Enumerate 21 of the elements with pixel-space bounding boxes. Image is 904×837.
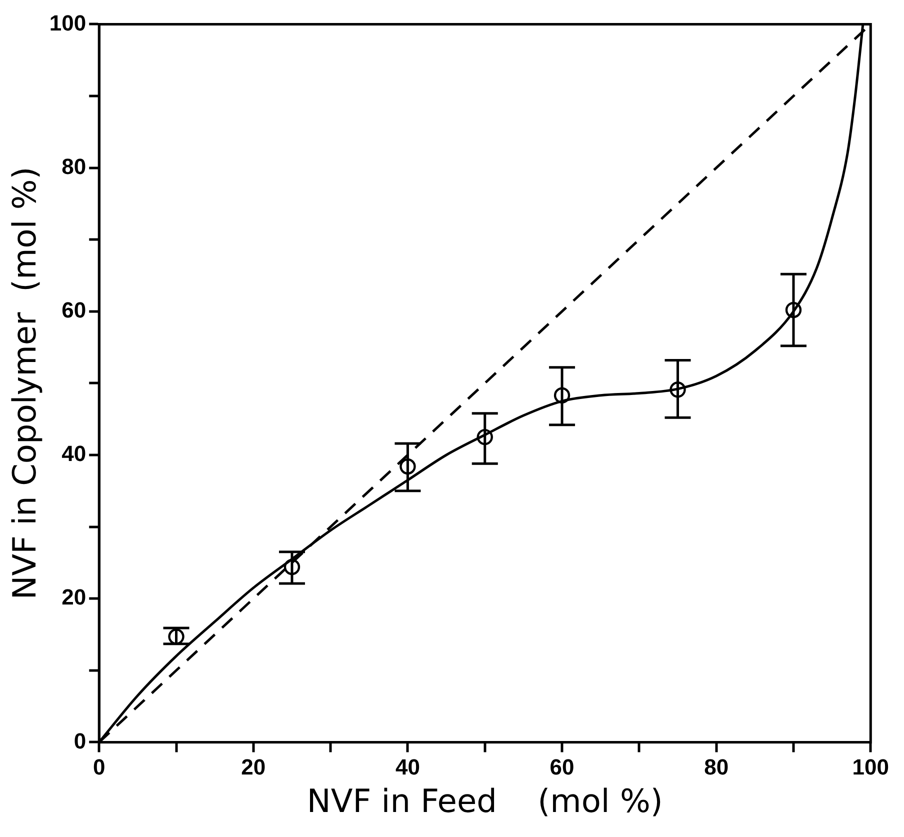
- y-axis-title: NVF in Copolymer (mol %): [6, 166, 44, 600]
- point: [785, 302, 802, 318]
- x-tick-label: 80: [704, 754, 729, 780]
- y-tick-label: 20: [62, 584, 86, 610]
- y-tick-label: 60: [62, 297, 86, 322]
- y-tick-label: 40: [62, 441, 86, 466]
- y-tick-label: 100: [49, 10, 86, 36]
- x-tick-label: 60: [550, 754, 574, 780]
- point: [670, 382, 686, 398]
- y-tick-label: 0: [74, 728, 86, 754]
- point: [168, 628, 184, 645]
- point: [476, 428, 493, 446]
- x-tick-label: 0: [92, 754, 106, 780]
- x-tick-label: 100: [852, 754, 890, 780]
- x-tick-label: 40: [395, 754, 420, 780]
- x-tick-label: 20: [241, 754, 266, 780]
- y-tick-label: 80: [62, 154, 86, 179]
- x-axis-title: NVF in Feed (mol %): [306, 782, 663, 820]
- point: [284, 558, 300, 576]
- point: [400, 458, 416, 475]
- point: [554, 387, 570, 404]
